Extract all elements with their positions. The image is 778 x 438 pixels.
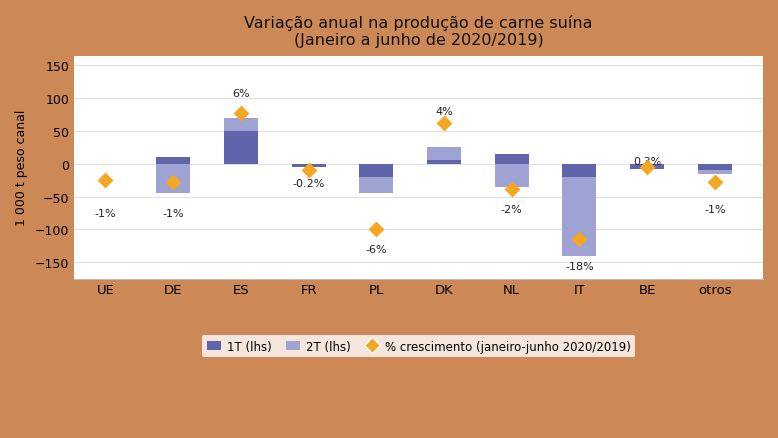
Text: -1%: -1% <box>95 209 116 219</box>
Bar <box>562 164 596 256</box>
Bar <box>698 164 731 171</box>
Bar <box>224 119 258 164</box>
Point <box>167 179 180 186</box>
Bar <box>495 155 528 164</box>
Legend: 1T (lhs), 2T (lhs), % crescimento (janeiro-junho 2020/2019): 1T (lhs), 2T (lhs), % crescimento (janei… <box>202 335 636 357</box>
Bar <box>224 132 258 164</box>
Point <box>235 110 247 117</box>
Text: 0.3%: 0.3% <box>633 156 661 166</box>
Bar <box>292 164 325 168</box>
Bar <box>359 164 393 194</box>
Point <box>506 186 518 193</box>
Bar <box>156 158 190 164</box>
Bar <box>427 148 461 164</box>
Text: -1%: -1% <box>163 209 184 219</box>
Text: 4%: 4% <box>435 107 453 117</box>
Point <box>100 177 112 184</box>
Text: -1%: -1% <box>704 205 726 215</box>
Y-axis label: 1 000 t peso canal: 1 000 t peso canal <box>15 110 28 226</box>
Point <box>370 226 383 233</box>
Title: Variação anual na produção de carne suína
(Janeiro a junho de 2020/2019): Variação anual na produção de carne suín… <box>244 15 593 48</box>
Text: -6%: -6% <box>366 244 387 254</box>
Bar <box>359 164 393 177</box>
Bar <box>292 164 325 168</box>
Point <box>438 120 450 127</box>
Text: -0.2%: -0.2% <box>293 179 324 189</box>
Bar <box>562 164 596 177</box>
Bar <box>698 164 731 174</box>
Text: -2%: -2% <box>501 205 523 215</box>
Point <box>709 179 721 186</box>
Bar <box>427 161 461 164</box>
Bar <box>156 164 190 194</box>
Text: -18%: -18% <box>565 261 594 271</box>
Bar <box>495 164 528 187</box>
Bar <box>630 164 664 170</box>
Point <box>573 236 586 243</box>
Point <box>303 167 315 174</box>
Text: 6%: 6% <box>232 89 250 99</box>
Point <box>641 164 654 171</box>
